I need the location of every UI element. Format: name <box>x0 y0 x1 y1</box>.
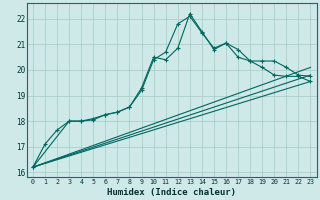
X-axis label: Humidex (Indice chaleur): Humidex (Indice chaleur) <box>107 188 236 197</box>
